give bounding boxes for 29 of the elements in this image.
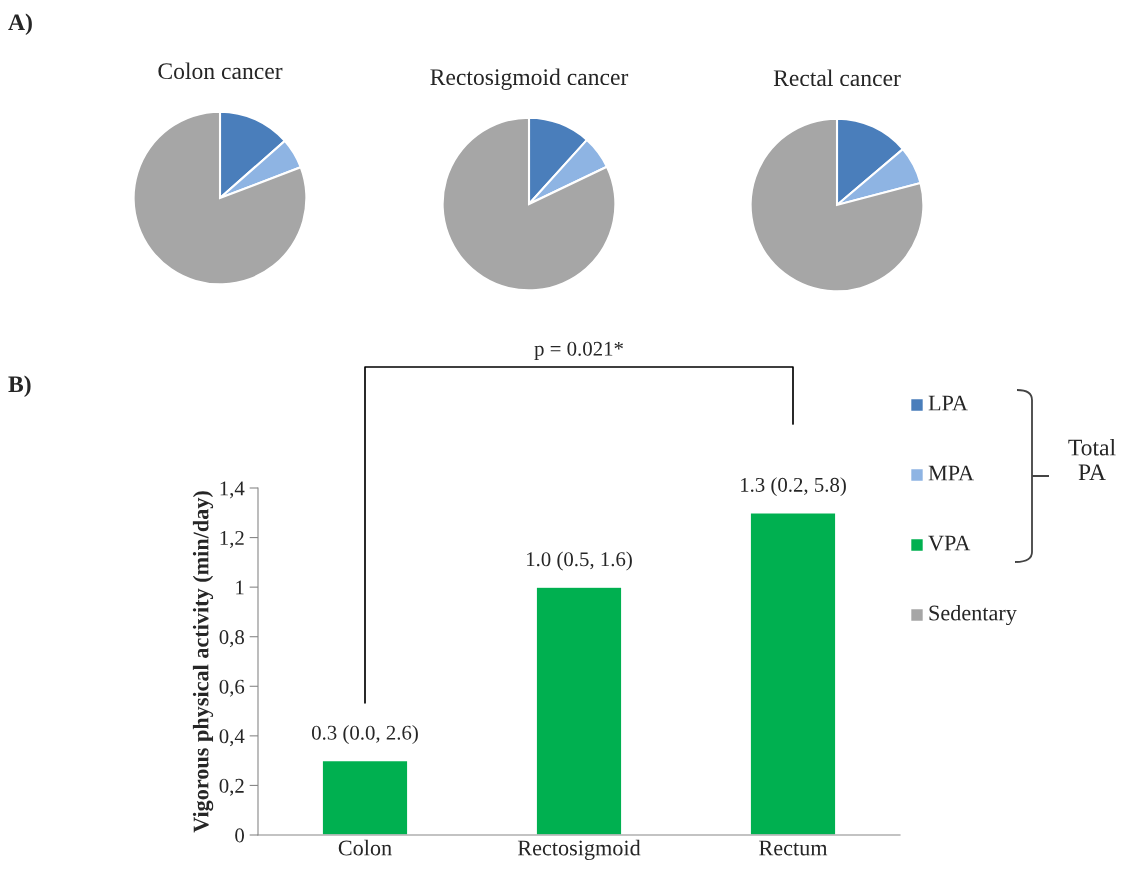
y-tick-label: 0,2 xyxy=(219,778,244,796)
bar xyxy=(535,586,623,835)
legend-label: Sedentary xyxy=(929,604,1017,626)
x-tick-label: Rectosigmoid xyxy=(517,839,641,861)
chart-title: Colon cancer xyxy=(158,62,283,80)
y-tick-label: 1,2 xyxy=(220,531,244,548)
y-axis-title: Vigorous physical activity (min/day) xyxy=(192,491,214,833)
y-tick-label: 0,4 xyxy=(219,729,245,747)
data-label: 0.3 (0.0, 2.6) xyxy=(311,725,418,744)
legend-label: MPA xyxy=(928,465,974,481)
y-tick-label: 1 xyxy=(236,580,244,595)
data-label: 1.3 (0.2, 5.8) xyxy=(741,477,846,497)
bar xyxy=(749,512,837,835)
text: p = 0.021* xyxy=(534,341,623,361)
y-tick-label: 0,6 xyxy=(219,679,245,697)
y-tick-label: 0,8 xyxy=(219,630,245,648)
chart-title: Rectal cancer xyxy=(773,69,901,87)
x-tick-label: Colon xyxy=(338,839,392,856)
chart-title: Rectosigmoid cancer xyxy=(430,68,629,90)
x-tick-label: Rectum xyxy=(759,840,828,856)
data-label: 1.0 (0.5, 1.6) xyxy=(527,551,632,571)
legend-label: LPA xyxy=(928,395,968,411)
text: A) xyxy=(8,13,32,36)
y-tick-label: 0 xyxy=(235,828,245,843)
text: Total PA xyxy=(1068,438,1116,481)
legend-label: VPA xyxy=(928,535,971,551)
y-tick-label: 1,4 xyxy=(220,481,245,499)
text: B) xyxy=(8,375,31,398)
bar xyxy=(321,759,409,835)
